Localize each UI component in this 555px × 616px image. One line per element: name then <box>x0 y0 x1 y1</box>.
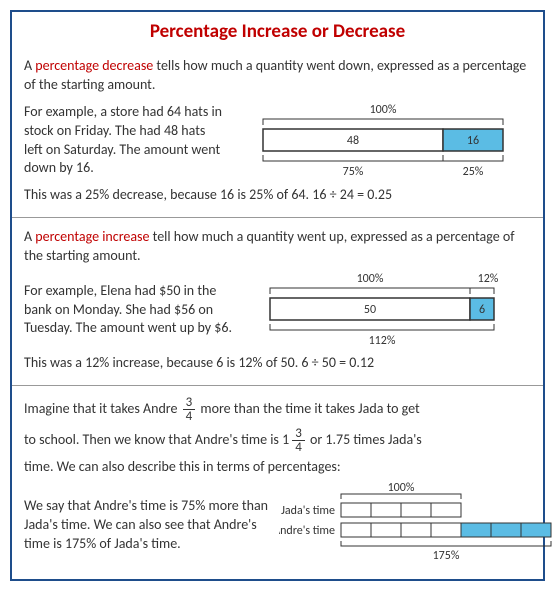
svg-text:48: 48 <box>346 134 358 148</box>
fraction-line3: time. We can also describe this in terms… <box>24 458 531 477</box>
increase-intro: A percentage increase tell how much a qu… <box>24 228 531 266</box>
line1-b: more than the time it takes Jada to get <box>200 400 419 417</box>
fraction-line2: to school. Then we know that Andre's tim… <box>24 427 531 454</box>
svg-text:16: 16 <box>466 134 478 148</box>
page-title: Percentage Increase or Decrease <box>12 12 543 47</box>
line2-b: or 1.75 times Jada's <box>310 431 422 448</box>
svg-text:50: 50 <box>364 303 376 317</box>
fraction-3-4: 3 4 <box>183 396 196 423</box>
lesson-container: Percentage Increase or Decrease A percen… <box>10 10 545 581</box>
frac-den: 4 <box>183 410 196 423</box>
decrease-row: For example, a store had 64 hats in stoc… <box>24 99 531 183</box>
section-increase: A percentage increase tell how much a qu… <box>12 218 543 386</box>
increase-example: For example, Elena had $50 in the bank o… <box>24 282 239 339</box>
term-decrease: percentage decrease <box>35 57 153 74</box>
mixed-num: 3 <box>292 427 305 441</box>
decrease-diagram: 100% 48 16 75% 25% <box>243 101 523 181</box>
fraction-diagram: 100% Jada's time Andre's time 175% <box>279 481 555 571</box>
increase-conclusion: This was a 12% increase, because 6 is 12… <box>24 354 531 373</box>
line2-a: to school. Then we know that Andre's tim… <box>24 431 282 448</box>
intro-pre-2: A <box>24 228 35 245</box>
mixed-1-3-4: 1 3 4 <box>282 427 307 454</box>
increase-diagram: 100% 12% 50 6 112% <box>250 270 530 350</box>
term-increase: percentage increase <box>35 228 149 245</box>
svg-text:75%: 75% <box>342 165 363 179</box>
decrease-conclusion: This was a 25% decrease, because 16 is 2… <box>24 186 531 205</box>
fraction-line1: Imagine that it takes Andre 3 4 more tha… <box>24 396 531 423</box>
svg-text:100%: 100% <box>388 481 415 495</box>
section-decrease: A percentage decrease tells how much a q… <box>12 47 543 218</box>
line1-a: Imagine that it takes Andre <box>24 400 181 417</box>
frac-num: 3 <box>183 396 196 410</box>
section-fraction: Imagine that it takes Andre 3 4 more tha… <box>12 386 543 579</box>
decrease-intro: A percentage decrease tells how much a q… <box>24 57 531 95</box>
decrease-example: For example, a store had 64 hats in stoc… <box>24 103 224 179</box>
mixed-frac: 3 4 <box>292 427 305 454</box>
svg-text:25%: 25% <box>462 165 483 179</box>
svg-text:6: 6 <box>479 303 485 317</box>
mixed-whole: 1 <box>282 431 289 450</box>
fraction-row: We say that Andre's time is 75% more tha… <box>24 481 531 571</box>
svg-text:100%: 100% <box>369 103 396 117</box>
intro-pre: A <box>24 57 35 74</box>
svg-text:Jada's time: Jada's time <box>281 504 335 518</box>
mixed-den: 4 <box>292 441 305 454</box>
svg-text:12%: 12% <box>478 272 499 286</box>
increase-row: For example, Elena had $50 in the bank o… <box>24 270 531 350</box>
svg-text:100%: 100% <box>357 272 384 286</box>
fraction-line4: We say that Andre's time is 75% more tha… <box>24 497 269 554</box>
svg-text:112%: 112% <box>369 334 396 348</box>
svg-text:175%: 175% <box>433 549 460 563</box>
svg-text:Andre's time: Andre's time <box>279 524 335 538</box>
